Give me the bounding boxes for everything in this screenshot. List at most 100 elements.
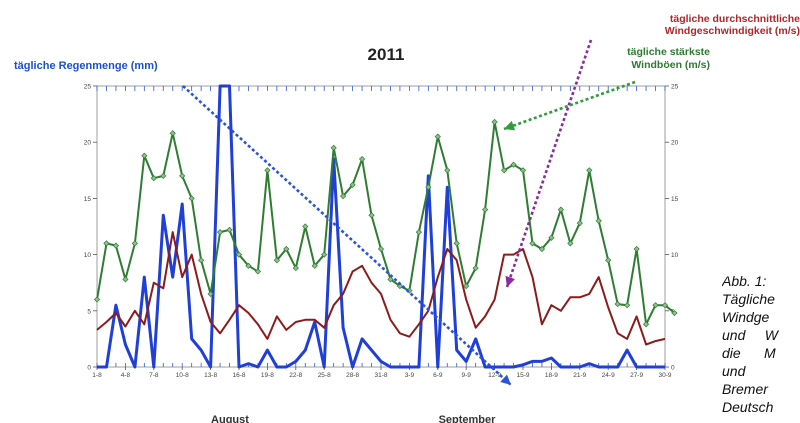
x-tick-label: 25-8 — [318, 372, 331, 379]
figure-caption: Abb. 1: Tägliche Windge und W die M und Bremer… — [722, 272, 798, 416]
legend-wind-average: tägliche durchschnittliche Windgeschwind… — [665, 13, 800, 37]
x-tick-label: 6-9 — [433, 372, 443, 379]
gust-point — [519, 167, 527, 174]
gust-point — [633, 245, 640, 253]
month-label-september: September — [439, 414, 497, 423]
month-label-august: August — [211, 414, 249, 423]
right-y-tick-label: 15 — [671, 196, 679, 203]
gust-point — [576, 220, 583, 227]
x-tick-label: 24-9 — [602, 372, 615, 379]
x-tick-label: 28-8 — [346, 372, 359, 379]
x-tick-label: 21-9 — [573, 372, 586, 379]
gust-point — [415, 229, 422, 236]
legend-wind-average-line-1: tägliche durchschnittliche — [670, 13, 800, 25]
gust-point — [340, 193, 347, 200]
annotation-arrows — [182, 39, 636, 386]
gust-point — [207, 290, 214, 298]
gust-point — [226, 226, 233, 233]
caption-line: Tägliche — [722, 291, 775, 307]
right-y-tick-label: 10 — [671, 252, 679, 259]
average-wind-arrow — [505, 39, 593, 288]
gust-point — [491, 118, 498, 126]
gust-point — [595, 217, 602, 224]
gust-point — [482, 206, 489, 213]
gust-point — [112, 242, 120, 249]
gust-point — [434, 133, 441, 140]
rain-label-arrow-shaft — [182, 85, 512, 386]
x-tick-label: 18-9 — [545, 372, 558, 379]
x-tick-label: 4-8 — [121, 372, 131, 379]
caption-line: Bremer — [722, 381, 768, 397]
rain-label-arrow-head — [500, 374, 511, 385]
gust-point — [368, 212, 375, 219]
x-tick-label: 13-8 — [204, 372, 217, 379]
data-series — [93, 84, 678, 369]
legend-wind-average-line-2: Windgeschwindigkeit (m/s) — [665, 25, 800, 37]
gust-arrow-shaft — [503, 80, 636, 131]
gust-point — [624, 302, 631, 309]
gust-point — [122, 276, 129, 283]
x-tick-label: 1-8 — [92, 372, 102, 379]
gust-point — [188, 195, 195, 202]
gust-point — [283, 245, 290, 253]
gust-point — [387, 276, 394, 283]
gust-point — [557, 206, 564, 213]
average-wind-series-line — [96, 231, 666, 346]
gust-point — [538, 245, 546, 253]
gust-point — [141, 152, 148, 159]
rain-series-line — [97, 84, 665, 369]
right-y-tick-label: 25 — [671, 84, 679, 91]
gust-point — [671, 309, 678, 317]
legend-wind-gusts: tägliche stärkste Windböen (m/s) — [627, 46, 710, 71]
left-y-tick-label: 20 — [84, 140, 92, 147]
left-y-tick-label: 5 — [87, 308, 91, 315]
gust-point — [472, 264, 479, 272]
x-tick-label: 27-9 — [630, 372, 643, 379]
average-wind-arrow-shaft — [505, 39, 593, 288]
gust-point — [586, 167, 593, 174]
left-y-axis: 0 5 10 15 20 25 — [84, 84, 97, 372]
average-wind-series — [96, 231, 666, 346]
left-y-tick-label: 25 — [84, 84, 92, 91]
gust-point — [652, 302, 659, 309]
left-y-tick-label: 10 — [84, 252, 92, 259]
plot-frame — [96, 85, 666, 368]
gust-point — [642, 321, 650, 328]
x-tick-label: 15-9 — [516, 372, 529, 379]
right-y-tick-label: 20 — [671, 140, 679, 147]
gust-point — [510, 161, 517, 168]
x-axis: 1-8 4-8 7-8 10-8 13-8 16-8 19-8 22-8 25-8 28-8 31-… — [92, 367, 672, 379]
gust-point — [444, 167, 451, 174]
x-tick-label: 3-9 — [405, 372, 415, 379]
gust-point — [463, 282, 470, 290]
gust-point — [264, 167, 271, 174]
rain-axis-label: tägliche Regenmenge (mm) — [14, 60, 158, 72]
caption-line: die M — [722, 345, 776, 361]
gust-arrow-head — [504, 120, 516, 131]
left-y-tick-label: 15 — [84, 196, 92, 203]
caption-line: und — [722, 363, 746, 379]
caption-line: Abb. 1: — [722, 273, 767, 289]
gust-series — [93, 118, 678, 328]
gust-point — [273, 257, 280, 264]
gust-point — [567, 240, 574, 247]
caption-line: Deutsch — [722, 399, 774, 415]
rain-series — [97, 84, 665, 369]
plot-border — [96, 85, 666, 368]
gust-point — [425, 184, 432, 191]
x-tick-label: 7-8 — [149, 372, 159, 379]
gust-point — [377, 245, 385, 253]
average-wind-arrow-head — [505, 275, 515, 287]
gust-point — [93, 296, 101, 303]
x-tick-label: 12-9 — [488, 372, 501, 379]
x-tick-label: 19-8 — [261, 372, 274, 379]
chart-title: 2011 — [368, 45, 405, 64]
gust-point — [349, 181, 356, 189]
gust-point — [661, 302, 669, 309]
gust-point — [131, 240, 138, 247]
gust-point — [321, 251, 328, 258]
gust-point — [548, 234, 555, 241]
gust-point — [216, 229, 224, 236]
rain-label-arrow — [182, 85, 512, 386]
